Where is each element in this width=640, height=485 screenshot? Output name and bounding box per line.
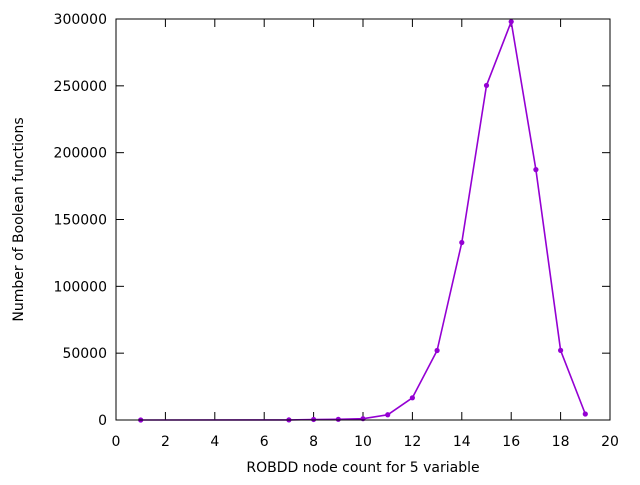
x-tick-label: 4	[210, 434, 219, 450]
data-point	[335, 416, 341, 422]
x-tick-label: 0	[112, 434, 121, 450]
x-axis-label: ROBDD node count for 5 variable	[246, 460, 479, 476]
x-tick-label: 14	[453, 434, 471, 450]
series-line	[140, 20, 587, 421]
x-axis-ticks: 0 2 4 6 8 10 12 14 16 18 20	[112, 19, 619, 450]
data-point	[533, 167, 539, 173]
y-tick-label: 150000	[54, 213, 107, 229]
y-tick-label: 0	[98, 413, 107, 429]
y-tick-label: 100000	[54, 279, 107, 295]
plot-frame	[115, 18, 611, 421]
x-tick-label: 6	[260, 434, 269, 450]
data-point	[434, 347, 440, 354]
data-point	[483, 82, 490, 89]
data-point	[385, 412, 391, 418]
x-tick-label: 10	[354, 434, 372, 450]
data-point	[409, 395, 415, 401]
data-point	[459, 239, 465, 246]
x-tick-label: 12	[403, 434, 421, 450]
y-tick-label: 300000	[54, 12, 107, 28]
x-tick-label: 20	[601, 434, 619, 450]
x-tick-label: 16	[502, 434, 520, 450]
y-tick-label: 200000	[54, 146, 107, 162]
data-point	[311, 416, 317, 423]
x-tick-label: 18	[552, 434, 570, 450]
y-tick-label: 50000	[62, 346, 107, 362]
y-axis-ticks: 0 50000 100000 150000 200000 250000 300000	[54, 12, 610, 429]
x-tick-label: 2	[161, 434, 170, 450]
data-point	[558, 347, 564, 353]
series-layer	[138, 19, 588, 423]
data-point	[508, 19, 514, 25]
data-point	[582, 411, 588, 417]
y-tick-label: 250000	[54, 79, 107, 95]
y-axis-label: Number of Boolean functions	[11, 117, 27, 321]
x-tick-label: 8	[309, 434, 318, 450]
